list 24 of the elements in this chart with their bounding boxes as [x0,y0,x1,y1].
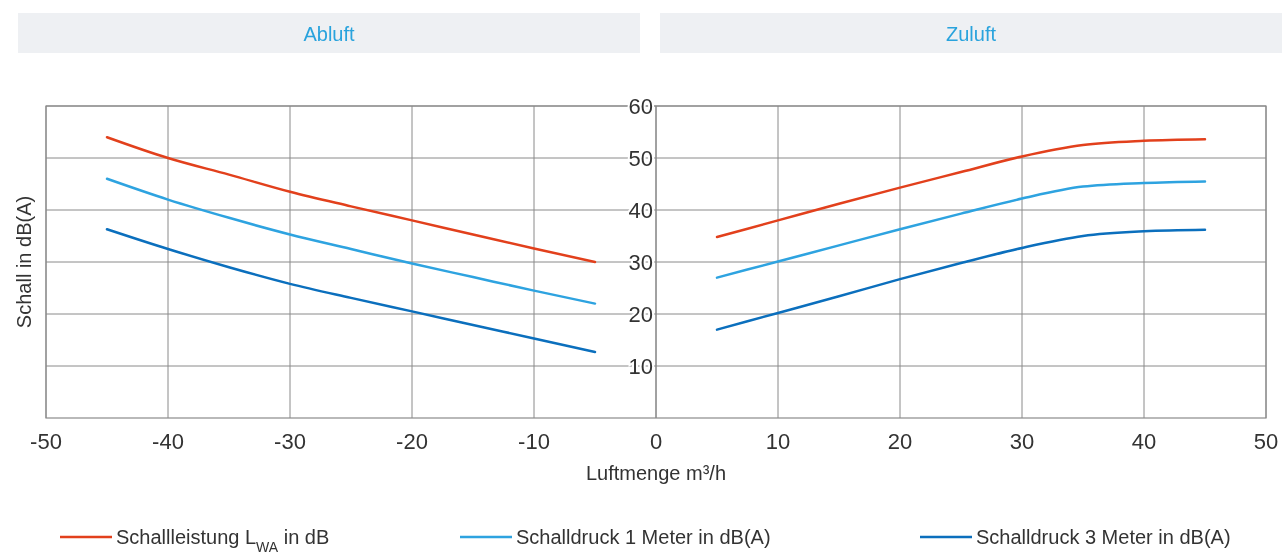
legend-label: Schalldruck 1 Meter in dB(A) [516,526,771,548]
legend-label: Schalldruck 3 Meter in dB(A) [976,526,1231,548]
text: Abluft [303,23,356,45]
x-tick-label: 20 [887,429,913,454]
x-tick-label: 10 [765,429,791,454]
y-tick-label: 20 [628,302,653,327]
x-tick-label: -30 [274,429,306,454]
y-tick-label: 30 [628,250,653,275]
y-axis-title: Schall in dB(A) [13,195,35,329]
x-tick-label: -10 [518,429,550,454]
x-tick-label: -20 [396,429,428,454]
x-tick-label: -50 [30,429,62,454]
y-tick-label: 40 [628,198,653,223]
x-tick-label: 0 [649,429,663,454]
y-tick-label: 10 [628,354,653,379]
x-tick-label: 30 [1009,429,1035,454]
y-tick-label: 50 [628,146,653,171]
x-axis-title: Luftmenge m³/h [585,462,727,484]
x-tick-label: -40 [152,429,184,454]
x-tick-label: 50 [1253,429,1279,454]
y-tick-label: 60 [628,94,653,119]
text: Zuluft [945,23,997,45]
legend-label: Schallleistung L$_{WA}$ in dB [116,526,330,554]
x-tick-label: 40 [1131,429,1157,454]
